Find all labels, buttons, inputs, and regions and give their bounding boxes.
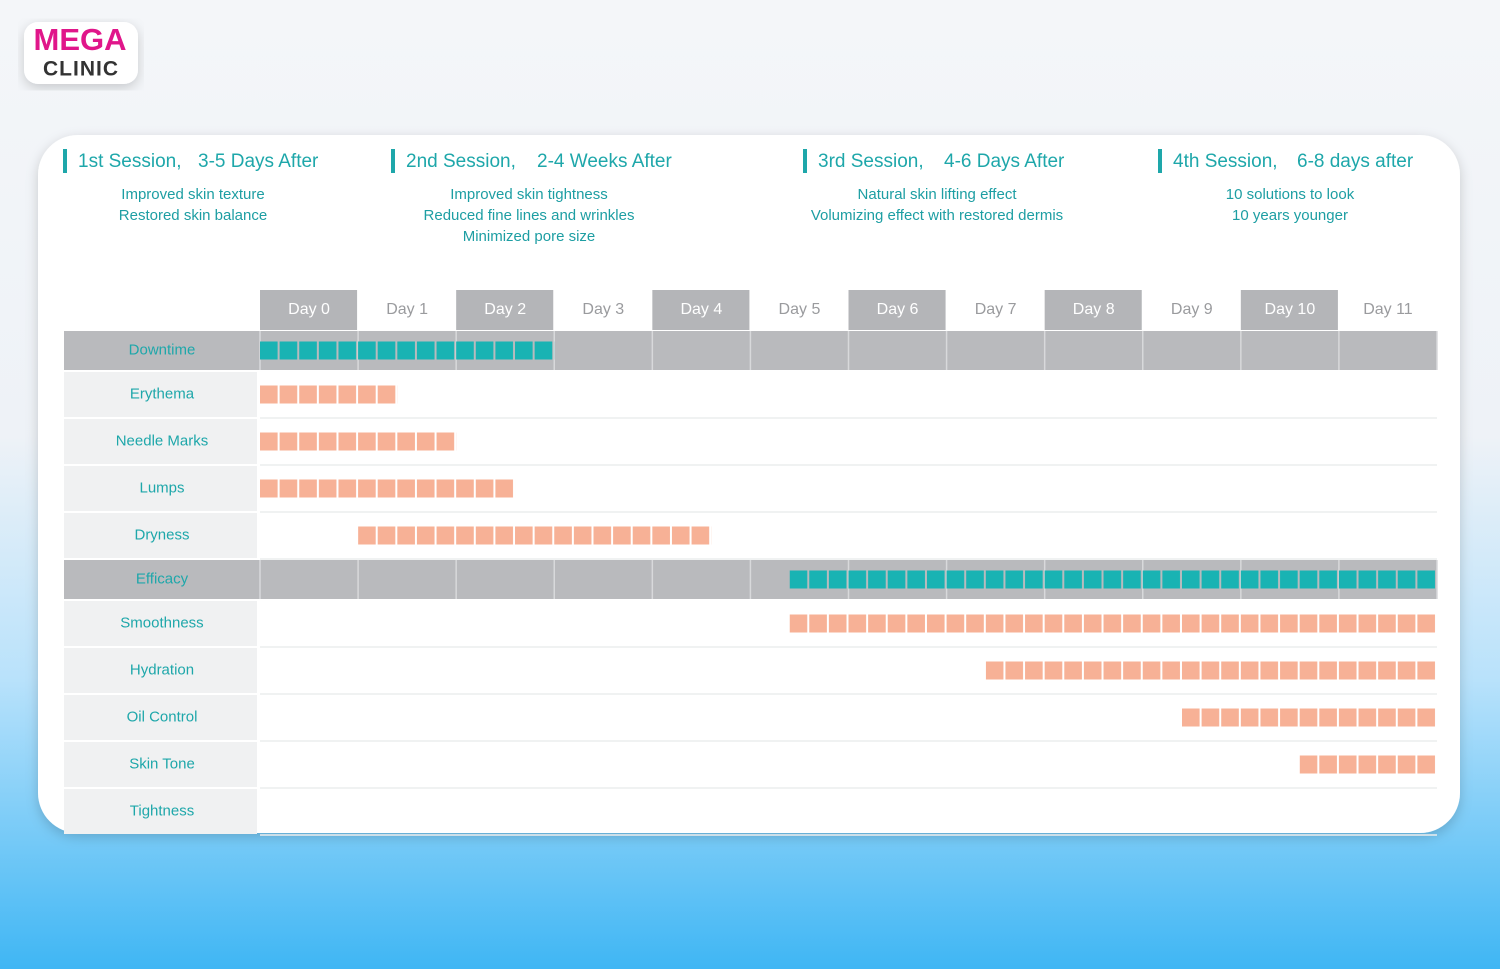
row-label: Erythema [130, 385, 195, 402]
row-label: Oil Control [127, 708, 198, 725]
day-label: Day 6 [877, 301, 919, 318]
label-cell [64, 648, 257, 693]
label-cell [64, 513, 257, 558]
session-marker [391, 149, 395, 173]
day-label: Day 11 [1363, 301, 1413, 318]
session-title: 1st Session, [78, 151, 182, 172]
effect-bar [1181, 708, 1437, 727]
session-benefit: Natural skin lifting effect [858, 186, 1018, 203]
row-label: Efficacy [136, 570, 189, 587]
session-title: 4th Session, [1173, 151, 1278, 172]
day-header-cell [750, 290, 848, 330]
label-cell [64, 695, 257, 740]
session-benefit: Reduced fine lines and wrinkles [424, 207, 635, 224]
session-benefit: 10 solutions to look [1226, 186, 1355, 203]
day-label: Day 9 [1171, 301, 1213, 318]
day-header-cell [1240, 290, 1338, 330]
day-label: Day 3 [582, 301, 624, 318]
row-label: Dryness [134, 526, 189, 543]
effect-bar [789, 614, 1437, 633]
day-label: Day 5 [779, 301, 821, 318]
session-benefit: Minimized pore size [463, 228, 596, 245]
effect-bar [260, 479, 516, 498]
effect-bar [358, 526, 712, 545]
session-title: 2nd Session, [406, 151, 516, 172]
day-label: Day 4 [680, 301, 722, 318]
day-header-cell [456, 290, 554, 330]
logo-top: MEGA [34, 22, 127, 57]
day-header-cell [358, 290, 456, 330]
label-cell [64, 419, 257, 464]
row-label: Lumps [139, 479, 184, 496]
effect-bar [985, 661, 1437, 680]
effect-bar [1299, 755, 1437, 774]
day-header-cell [554, 290, 652, 330]
day-header-cell [946, 290, 1044, 330]
session-title: 3rd Session, [818, 151, 924, 172]
label-cell [64, 789, 257, 834]
session-benefit: Restored skin balance [119, 207, 267, 224]
logo-bottom: CLINIC [43, 58, 119, 81]
session-benefit: Volumizing effect with restored dermis [811, 207, 1063, 224]
session-timing: 4-6 Days After [944, 151, 1065, 172]
day-label: Day 2 [484, 301, 526, 318]
day-header-cell [1044, 290, 1142, 330]
day-label: Day 10 [1265, 301, 1316, 318]
session-benefit: Improved skin texture [121, 186, 264, 203]
day-label: Day 0 [288, 301, 330, 318]
session-timing: 6-8 days after [1297, 151, 1414, 172]
session-benefit: 10 years younger [1232, 207, 1348, 224]
session-marker [1158, 149, 1162, 173]
logo-badge [24, 22, 138, 84]
logo: MEGA CLINIC [24, 22, 138, 84]
session-marker [63, 149, 67, 173]
row-label: Smoothness [120, 614, 203, 631]
day-header-cell [260, 290, 358, 330]
day-label: Day 7 [975, 301, 1017, 318]
row-label: Hydration [130, 661, 194, 678]
day-label: Day 1 [386, 301, 428, 318]
label-cell [64, 601, 257, 646]
label-cell [64, 466, 257, 511]
day-header-cell [652, 290, 750, 330]
session-benefit: Improved skin tightness [450, 186, 608, 203]
sessions: 1st Session, 3-5 Days After Improved skin … [63, 149, 1414, 245]
row-label: Needle Marks [116, 432, 209, 449]
label-cell [64, 742, 257, 787]
day-header-cell [848, 290, 946, 330]
session-marker [803, 149, 807, 173]
label-cell [64, 372, 257, 417]
effect-bar [260, 432, 457, 451]
row-label: Downtime [129, 341, 196, 358]
row-label: Tightness [130, 802, 194, 819]
row-label: Skin Tone [129, 755, 195, 772]
group-bar [260, 341, 555, 360]
day-header-cell [1338, 290, 1436, 330]
effect-bar [260, 385, 398, 404]
day-label: Day 8 [1073, 301, 1115, 318]
group-bar [789, 570, 1437, 589]
session-timing: 3-5 Days After [198, 151, 319, 172]
day-header-cell [1142, 290, 1240, 330]
timeline-chart: Day 0 Day 1 Day 2 Day 3 Day 4 Day 5 Day 6 Day 7… [64, 290, 1438, 836]
session-timing: 2-4 Weeks After [537, 151, 672, 172]
